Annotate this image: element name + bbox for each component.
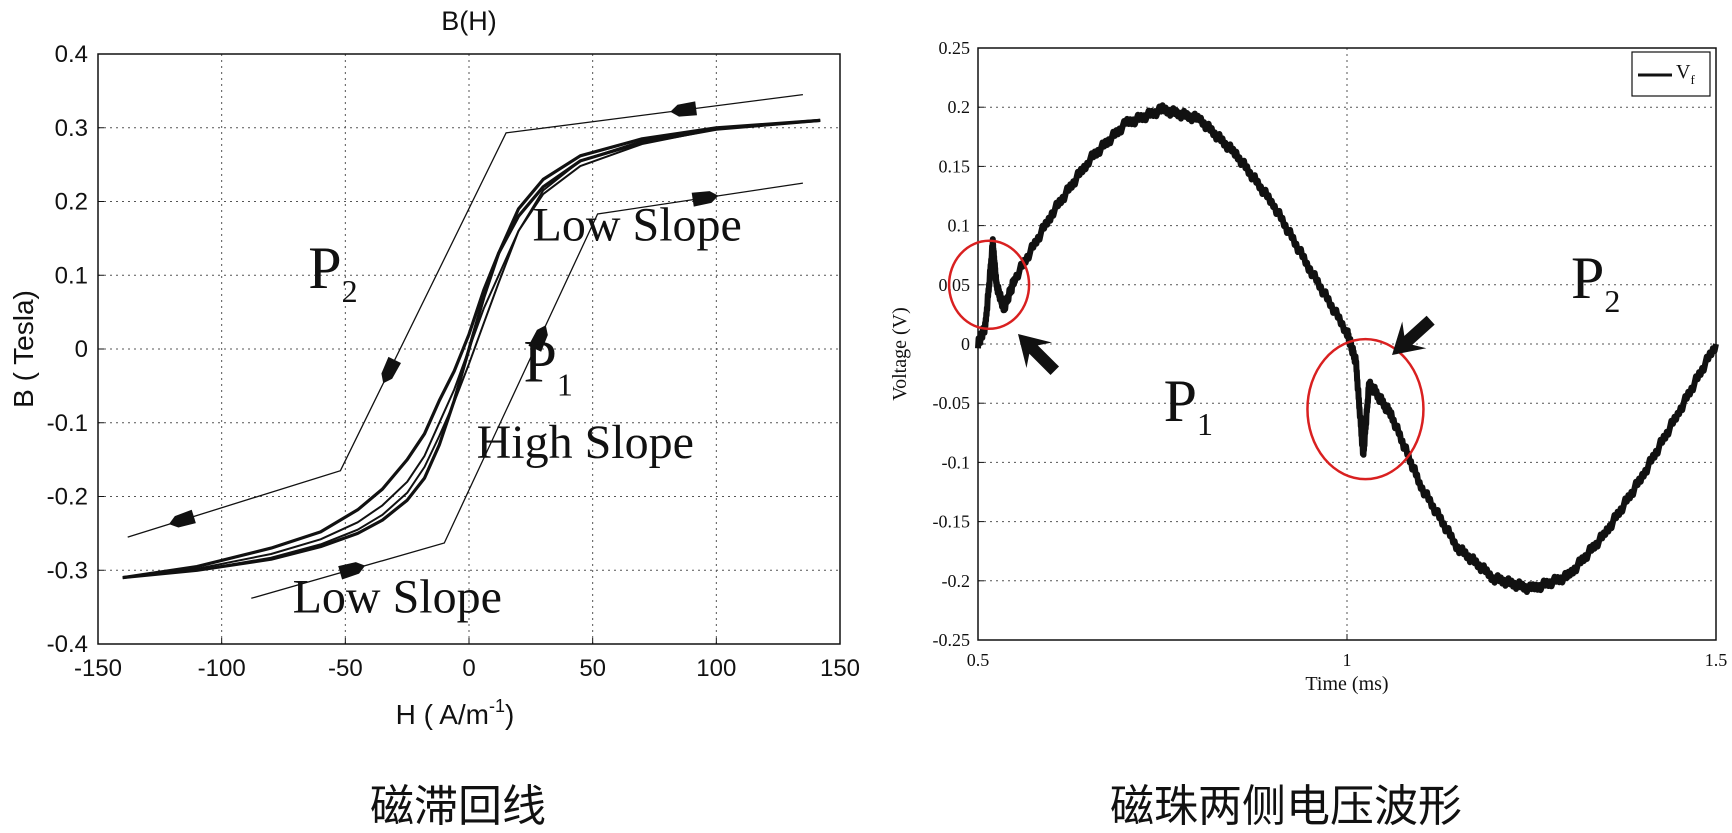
bh-y-tick-label: -0.2 — [47, 484, 88, 511]
bh-slope-label: Low Slope — [533, 199, 742, 252]
bh-y-tick-label: 0.4 — [55, 41, 88, 68]
bh-loop-curve — [122, 119, 821, 579]
v-y-tick-label: -0.1 — [942, 452, 971, 472]
bh-slope-label: High Slope — [477, 416, 694, 469]
bh-arrow-right-icon — [691, 191, 719, 207]
bh-x-tick-label: 50 — [579, 655, 606, 682]
v-legend-label-sub: f — [1690, 72, 1695, 87]
bh-y-tick-label: 0 — [75, 336, 88, 363]
v-point-label: P2 — [1571, 245, 1620, 319]
bh-point-label: P2 — [308, 235, 357, 309]
bh-arrow-left-icon — [670, 101, 697, 117]
bh-arrow-right-icon — [338, 562, 366, 580]
v-y-tick-label: 0 — [961, 334, 970, 354]
bh-x-tick-label: 0 — [462, 655, 475, 682]
v-x-axis-label: Time (ms) — [1305, 673, 1388, 695]
v-y-tick-label: -0.05 — [933, 393, 971, 413]
bh-x-axis-label: H ( A/m-1) — [396, 696, 515, 730]
bh-x-axis-label-close: ) — [505, 699, 514, 730]
bh-x-tick-label: -50 — [328, 655, 363, 682]
v-y-tick-label: -0.25 — [933, 630, 971, 650]
bh-slope-label: Low Slope — [293, 570, 502, 623]
v-point-label: P1 — [1164, 368, 1213, 442]
bh-chart: -150 -100 -50 0 50 100 150 0.4 0.3 0.2 0.1 0 -0.1 -0.… — [8, 6, 860, 730]
bh-y-tick-label: -0.3 — [47, 557, 88, 584]
v-y-tick-label: 0.05 — [939, 275, 971, 295]
v-x-tick-label: 1 — [1343, 650, 1352, 670]
bh-x-tick-label: 150 — [820, 655, 860, 682]
v-point-label-sub: 1 — [1197, 406, 1213, 442]
caption-voltage-waveform: 磁珠两侧电压波形 — [1110, 781, 1462, 832]
bh-y-tick-label: -0.4 — [47, 631, 88, 658]
bh-point-label-sub: 2 — [342, 273, 358, 309]
bh-y-tick-label: 0.2 — [55, 189, 88, 216]
v-y-tick-label: -0.2 — [942, 571, 971, 591]
bh-x-tick-label: -100 — [198, 655, 246, 682]
bh-y-tick-label: 0.3 — [55, 115, 88, 142]
v-arrow-p1-icon — [1018, 334, 1060, 376]
v-y-tick-label: 0.25 — [939, 38, 971, 58]
v-highlight-circle — [947, 239, 1031, 331]
v-x-tick-label: 1.5 — [1705, 650, 1728, 670]
v-arrow-p2-icon — [1392, 315, 1435, 355]
bh-point-label: P1 — [523, 328, 572, 402]
v-y-tick-label: -0.15 — [933, 512, 971, 532]
bh-arrow-up-icon — [528, 325, 548, 352]
bh-point-label-sub: 1 — [557, 366, 573, 402]
bh-loop-curve — [122, 119, 821, 579]
caption-hysteresis-loop: 磁滞回线 — [370, 781, 546, 832]
v-x-tick-label: 0.5 — [967, 650, 990, 670]
bh-title: B(H) — [441, 6, 497, 36]
bh-x-axis-label-sup: -1 — [489, 696, 505, 716]
bh-x-tick-label: 100 — [696, 655, 736, 682]
v-legend: Vf — [1631, 51, 1711, 97]
bh-y-axis-label: B ( Tesla) — [8, 290, 39, 408]
v-y-tick-label: 0.1 — [948, 216, 971, 236]
v-point-label-sub: 2 — [1604, 283, 1620, 319]
bh-arrow-down-icon — [381, 356, 401, 384]
v-y-tick-label: 0.15 — [939, 156, 971, 176]
bh-x-tick-label: -150 — [74, 655, 122, 682]
voltage-chart: 0.5 1 1.5 0.25 0.2 0.15 0.1 0.05 0 -0.05 -0.1 -0.15… — [889, 38, 1727, 695]
v-waveform-line — [975, 102, 1719, 595]
v-y-tick-label: 0.2 — [948, 97, 971, 117]
v-y-axis-label: Voltage (V) — [889, 307, 911, 401]
bh-y-tick-label: 0.1 — [55, 262, 88, 289]
bh-arrow-left-icon — [168, 509, 196, 528]
bh-slope-guide-line — [127, 93, 803, 538]
bh-y-tick-label: -0.1 — [47, 410, 88, 437]
bh-loop-curves — [122, 118, 821, 580]
v-highlight-circle — [1306, 337, 1425, 481]
